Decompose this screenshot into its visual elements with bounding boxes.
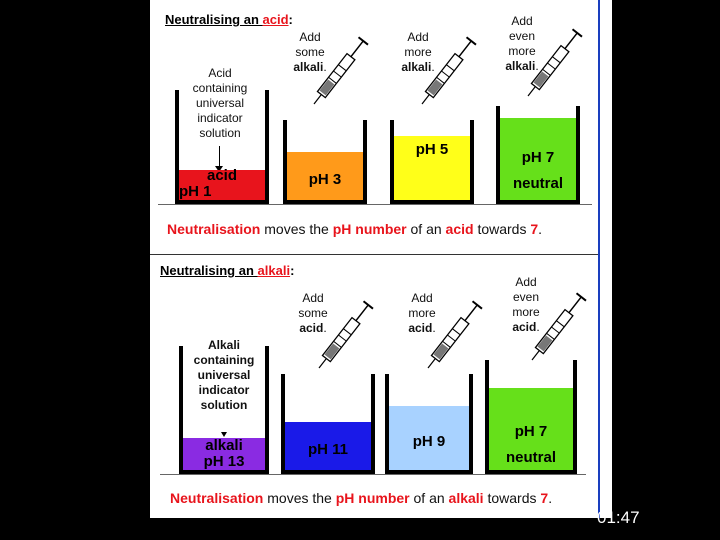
arrow-head-icon	[215, 166, 223, 172]
alkali-caption: Neutralisation moves the pH number of an…	[170, 490, 553, 506]
syringe-icon	[313, 36, 369, 105]
acid-step1-instruction: Add some alkali.	[293, 30, 327, 74]
beaker-label: pH 5	[415, 141, 449, 158]
liquid-ph7	[500, 118, 576, 200]
bench-line	[158, 204, 592, 205]
liquid-ph13	[183, 438, 265, 470]
timer: 01:47	[597, 508, 640, 527]
acid-step2-instruction: Add more alkali.	[401, 30, 435, 74]
arrow-down-icon	[219, 146, 220, 170]
slide-border	[598, 0, 600, 518]
beaker-alkali-step3: pH 7 neutral	[485, 360, 577, 474]
liquid-ph9	[389, 406, 469, 470]
liquid-ph3	[287, 152, 363, 200]
beaker-alkali-step2: pH 9	[385, 374, 473, 474]
liquid-ph1	[179, 170, 265, 200]
acid-start-description: Acid containing universal indicator solu…	[192, 66, 248, 140]
beaker-label: pH 7 neutral	[512, 149, 563, 192]
liquid-ph5	[394, 136, 470, 200]
liquid-ph7	[489, 388, 573, 470]
syringe-icon	[531, 292, 587, 361]
syringe-icon	[427, 300, 483, 369]
acid-caption: Neutralisation moves the pH number of an…	[167, 221, 543, 237]
syringe-icon	[421, 36, 477, 105]
beaker-label: pH 7 neutral	[505, 423, 556, 466]
panel-divider	[150, 254, 598, 255]
beaker-acid-step3: pH 7 neutral	[496, 106, 580, 204]
beaker-label: pH 9	[412, 433, 446, 450]
beaker-acid-step2: pH 5	[390, 120, 474, 204]
slide: Neutralising an acid: Acid containing un…	[150, 0, 612, 518]
beaker-label: pH 3	[308, 171, 342, 188]
title-prefix: Neutralising an	[160, 263, 258, 278]
title-suffix: :	[288, 12, 293, 27]
liquid-ph11	[285, 422, 371, 470]
beaker-alkali-start: alkali pH 13	[179, 346, 269, 474]
beaker-acid-start: acid pH 1	[175, 90, 269, 204]
arrow-head-icon	[221, 432, 227, 437]
beaker-alkali-step1: pH 11	[281, 374, 375, 474]
syringe-icon	[318, 300, 374, 369]
title-prefix: Neutralising an	[165, 12, 263, 27]
acid-panel-title: Neutralising an acid:	[165, 12, 293, 27]
title-highlight: alkali	[257, 263, 291, 278]
title-suffix: :	[290, 263, 295, 278]
beaker-label: pH 11	[307, 441, 349, 458]
acid-step3-instruction: Add even more alkali.	[505, 14, 539, 73]
alkali-step2-instruction: Add more acid.	[408, 291, 436, 335]
alkali-start-description: Alkali containing universal indicator so…	[193, 338, 255, 412]
beaker-acid-step1: pH 3	[283, 120, 367, 204]
syringe-icon	[527, 28, 583, 97]
title-highlight: acid	[262, 12, 289, 27]
beaker-label: alkali pH 13	[203, 437, 245, 470]
beaker-label: acid pH 1	[179, 167, 237, 200]
bench-line	[160, 474, 586, 475]
alkali-panel-title: Neutralising an alkali:	[160, 263, 294, 278]
alkali-step1-instruction: Add some acid.	[298, 291, 328, 335]
alkali-step3-instruction: Add even more acid.	[512, 275, 540, 334]
